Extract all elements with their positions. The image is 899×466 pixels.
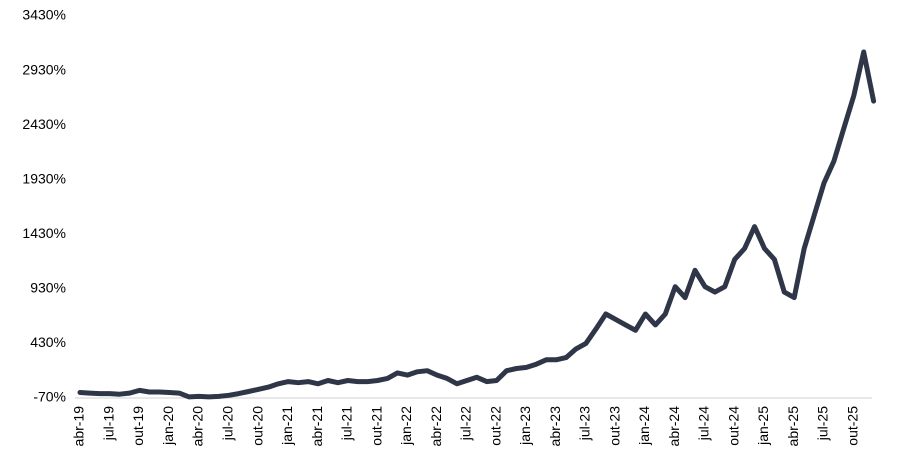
y-tick-label: 430% — [30, 334, 66, 350]
x-tick-label: out-25 — [844, 406, 860, 446]
x-tick-label: jan-21 — [279, 406, 295, 446]
x-tick-label: jan-20 — [160, 406, 176, 446]
x-tick-label: out-23 — [606, 406, 622, 446]
y-tick-label: 1930% — [22, 170, 66, 186]
x-tick-label: out-19 — [130, 406, 146, 446]
x-tick-label: abr-24 — [666, 406, 682, 447]
x-tick-label: jan-22 — [398, 406, 414, 446]
x-tick-label: abr-25 — [785, 406, 801, 447]
x-tick-label: out-22 — [487, 406, 503, 446]
y-tick-label: 1430% — [22, 225, 66, 241]
y-tick-label: 2930% — [22, 61, 66, 77]
x-tick-label: abr-19 — [71, 406, 87, 447]
x-tick-label: jul-21 — [339, 406, 355, 441]
y-tick-label: 930% — [30, 280, 66, 296]
x-tick-label: jan-23 — [517, 406, 533, 446]
x-tick-label: abr-22 — [428, 406, 444, 447]
x-tick-label: out-24 — [725, 406, 741, 446]
x-tick-label: jul-23 — [577, 406, 593, 441]
x-tick-label: jul-22 — [458, 406, 474, 441]
x-tick-label: jan-24 — [636, 406, 652, 446]
x-tick-label: abr-20 — [190, 406, 206, 447]
line — [77, 49, 877, 400]
x-tick-label: jan-25 — [755, 406, 771, 446]
x-tick-label: out-20 — [249, 406, 265, 446]
y-tick-label: 2430% — [22, 116, 66, 132]
x-tick-label: abr-21 — [309, 406, 325, 447]
x-tick-label: jul-20 — [220, 406, 236, 441]
x-tick-label: abr-23 — [547, 406, 563, 447]
x-tick-label: jul-24 — [696, 406, 712, 441]
y-tick-label: -70% — [33, 389, 66, 405]
x-tick-label: jul-25 — [815, 406, 831, 441]
x-tick-label: jul-19 — [100, 406, 116, 441]
x-tick-label: out-21 — [368, 406, 384, 446]
y-tick-label: 3430% — [22, 7, 66, 23]
